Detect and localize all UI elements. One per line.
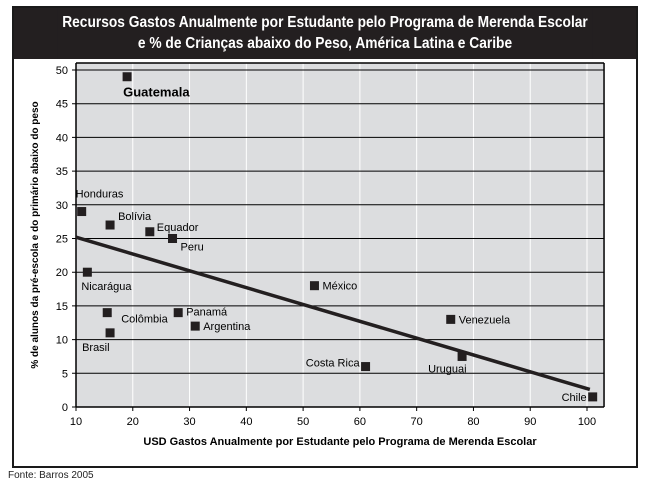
y-tick-label: 30 xyxy=(56,200,68,212)
point-label: Peru xyxy=(181,242,204,254)
point-label: Nicarágua xyxy=(81,281,132,293)
x-tick-label: 30 xyxy=(183,416,195,428)
point-label: Brasil xyxy=(82,342,110,354)
point-label: Panamá xyxy=(186,307,228,319)
x-tick-label: 20 xyxy=(127,416,139,428)
y-tick-label: 45 xyxy=(56,99,68,111)
data-point xyxy=(457,351,467,361)
y-tick-label: 10 xyxy=(56,335,68,347)
data-point xyxy=(77,207,87,217)
y-tick-label: 50 xyxy=(56,65,68,77)
y-tick-label: 15 xyxy=(56,301,68,313)
y-tick-label: 0 xyxy=(62,402,68,414)
x-tick-label: 40 xyxy=(240,416,252,428)
y-tick-label: 5 xyxy=(62,368,68,380)
point-label: Chile xyxy=(562,392,587,404)
chart-title: Recursos Gastos Anualmente por Estudante… xyxy=(57,8,593,59)
point-label: Equador xyxy=(157,222,199,234)
point-label: Costa Rica xyxy=(306,358,361,370)
y-tick-label: 20 xyxy=(56,267,68,279)
x-tick-label: 80 xyxy=(467,416,479,428)
data-point xyxy=(122,72,132,82)
data-point xyxy=(168,234,178,243)
title-line-1: Recursos Gastos Anualmente por Estudante… xyxy=(62,14,588,31)
title-band: Recursos Gastos Anualmente por Estudante… xyxy=(14,8,636,59)
data-point xyxy=(145,227,155,237)
x-tick-label: 90 xyxy=(524,416,536,428)
plot-area xyxy=(76,63,605,407)
data-point xyxy=(361,362,371,372)
point-label: Bolívia xyxy=(118,211,152,223)
y-tick-label: 25 xyxy=(56,234,68,246)
data-point xyxy=(105,220,115,230)
data-point xyxy=(309,281,319,291)
trend-line xyxy=(75,235,591,392)
chart-frame: Recursos Gastos Anualmente por Estudante… xyxy=(12,6,638,468)
x-axis-label: USD Gastos Anualmente por Estudante pelo… xyxy=(143,436,537,448)
x-tick-label: 10 xyxy=(70,416,82,428)
x-tick-label: 100 xyxy=(578,416,596,428)
data-point xyxy=(82,267,92,277)
source-note: Fonte: Barros 2005 xyxy=(8,470,94,481)
data-point xyxy=(102,308,112,318)
x-tick-label: 60 xyxy=(354,416,366,428)
point-label: Venezuela xyxy=(459,314,511,326)
point-label: Honduras xyxy=(76,189,124,201)
point-label: Argentina xyxy=(203,321,251,333)
data-point xyxy=(173,308,183,318)
point-label: Colômbia xyxy=(121,314,168,326)
data-point xyxy=(190,321,200,331)
data-point xyxy=(446,314,456,324)
x-tick-label: 50 xyxy=(297,416,309,428)
y-tick-label: 35 xyxy=(56,166,68,178)
x-tick-label: 70 xyxy=(411,416,423,428)
data-point xyxy=(105,328,115,338)
point-label: Guatemala xyxy=(123,85,190,100)
y-tick-label: 40 xyxy=(56,132,68,144)
y-axis-label: % de alunos da pré-escola e do primário … xyxy=(30,101,41,368)
title-line-2: e % de Crianças abaixo do Peso, América … xyxy=(137,35,513,52)
point-label: Uruguai xyxy=(428,363,467,375)
data-point xyxy=(588,392,598,402)
point-label: México xyxy=(322,281,357,293)
